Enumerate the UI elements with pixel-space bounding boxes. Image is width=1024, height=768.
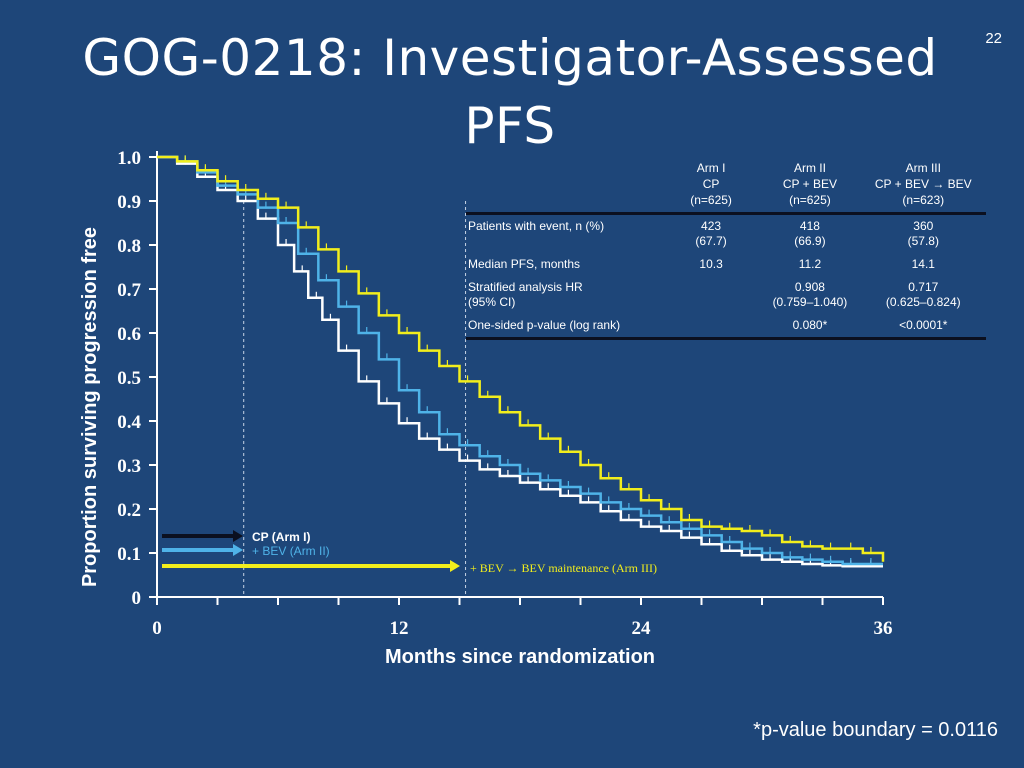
title-line-2: PFS	[464, 97, 556, 155]
y-axis-label: Proportion surviving progression free	[79, 227, 101, 587]
x-tick-label: 12	[390, 618, 409, 639]
cell-value: 418	[799, 219, 820, 233]
slide-title: GOG-0218: Investigator-Assessed PFS	[60, 24, 960, 160]
header-arm-3: Arm III CP + BEV → BEV (n=623)	[861, 158, 986, 214]
cell-arm-3: 14.1	[861, 253, 986, 276]
cell-sub-value: (67.7)	[695, 234, 727, 248]
arm-regimen: CP + BEV → BEV	[874, 177, 972, 191]
cell-value: 10.3	[699, 257, 723, 271]
cell-arm-1: 10.3	[663, 253, 759, 276]
cell-value: 0.908	[794, 280, 825, 294]
results-table: Arm I CP (n=625) Arm II CP + BEV (n=625)…	[466, 158, 986, 340]
y-tick-label: 0.5	[117, 368, 141, 389]
row-label-line: Median PFS, months	[468, 257, 581, 271]
header-arm-1: Arm I CP (n=625)	[663, 158, 759, 214]
arm-label: Arm II	[793, 161, 826, 175]
y-tick-label: 0.7	[117, 280, 141, 301]
header-empty-cell	[466, 158, 663, 214]
arm-regimen: CP	[702, 177, 720, 191]
title-line-1: GOG-0218: Investigator-Assessed	[82, 29, 938, 87]
arm-regimen: CP + BEV	[782, 177, 837, 191]
arm-label: Arm I	[696, 161, 726, 175]
cell-value: 0.080*	[792, 318, 828, 332]
y-tick-label: 0.9	[117, 192, 141, 213]
legend-label: + BEV → BEV maintenance (Arm III)	[470, 561, 657, 575]
cell-arm-1: 423 (67.7)	[663, 214, 759, 254]
cell-sub-value: (66.9)	[794, 234, 826, 248]
legend-arrow-head	[233, 544, 243, 556]
table-row: One-sided p-value (log rank) 0.080* <0.0…	[466, 314, 986, 339]
row-label-line: Patients with event, n (%)	[468, 219, 605, 233]
row-label: Median PFS, months	[466, 253, 663, 276]
cell-arm-1	[663, 276, 759, 314]
cell-arm-2: 418 (66.9)	[759, 214, 860, 254]
arm-n: (n=623)	[902, 193, 945, 207]
y-tick-label: 0.8	[117, 236, 141, 257]
table-header-row: Arm I CP (n=625) Arm II CP + BEV (n=625)…	[466, 158, 986, 214]
cell-sub-value: (0.759–1.040)	[772, 295, 848, 309]
cell-arm-3: 360 (57.8)	[861, 214, 986, 254]
cell-arm-2: 0.080*	[759, 314, 860, 339]
table-row: Patients with event, n (%) 423 (67.7) 418…	[466, 214, 986, 254]
cell-sub-value: (57.8)	[907, 234, 939, 248]
legend-arrow-head	[450, 560, 460, 572]
cell-arm-2: 0.908 (0.759–1.040)	[759, 276, 860, 314]
survival-curve	[157, 155, 885, 562]
cell-arm-1	[663, 314, 759, 339]
cell-value: 0.717	[908, 280, 939, 294]
legend-arrow-head	[233, 530, 243, 542]
x-tick-label: 24	[632, 618, 652, 639]
arm-label: Arm III	[905, 161, 941, 175]
cell-value: 360	[913, 219, 934, 233]
slide-number: 22	[985, 30, 1002, 47]
survival-curve	[157, 155, 883, 566]
header-arm-2: Arm II CP + BEV (n=625)	[759, 158, 860, 214]
row-label: Patients with event, n (%)	[466, 214, 663, 254]
arm-n: (n=625)	[789, 193, 831, 207]
x-tick-label: 36	[874, 618, 893, 639]
y-tick-label: 0.6	[117, 324, 141, 345]
y-tick-label: 0.2	[117, 500, 141, 521]
cell-arm-2: 11.2	[759, 253, 860, 276]
y-tick-label: 0	[132, 588, 142, 609]
row-label: Stratified analysis HR (95% CI)	[466, 276, 663, 314]
y-tick-label: 0.3	[117, 456, 141, 477]
row-label-line: (95% CI)	[468, 295, 516, 309]
footnote: *p-value boundary = 0.0116	[753, 719, 998, 741]
cell-value: 423	[701, 219, 722, 233]
x-axis-label: Months since randomization	[385, 646, 655, 668]
y-tick-label: 0.4	[117, 412, 141, 433]
cell-value: 14.1	[911, 257, 935, 271]
cell-value: 11.2	[798, 257, 822, 271]
legend-label: + BEV (Arm II)	[252, 544, 330, 558]
cell-arm-3: 0.717 (0.625–0.824)	[861, 276, 986, 314]
cell-value: <0.0001*	[899, 318, 948, 332]
row-label-line: Stratified analysis HR	[468, 280, 583, 294]
x-tick-label: 0	[152, 618, 162, 639]
survival-curve	[157, 155, 883, 568]
y-tick-label: 1.0	[117, 148, 141, 169]
y-tick-label: 0.1	[117, 544, 141, 565]
row-label: One-sided p-value (log rank)	[466, 314, 663, 339]
arm-n: (n=625)	[690, 193, 732, 207]
table-row: Stratified analysis HR (95% CI) 0.908 (0.7…	[466, 276, 986, 314]
table-row: Median PFS, months 10.3 11.2 14.1	[466, 253, 986, 276]
legend-label: CP (Arm I)	[252, 530, 310, 544]
cell-sub-value: (0.625–0.824)	[885, 295, 961, 309]
cell-arm-3: <0.0001*	[861, 314, 986, 339]
row-label-line: One-sided p-value (log rank)	[468, 318, 621, 332]
